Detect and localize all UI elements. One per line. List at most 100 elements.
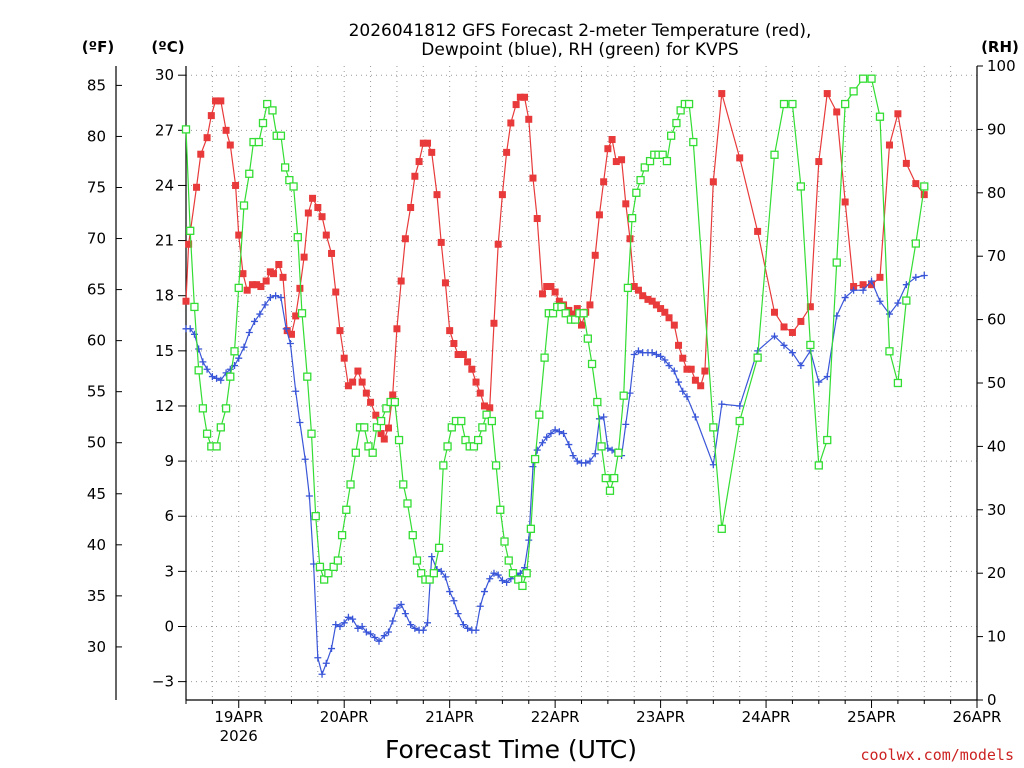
dewpoint-point [358,622,366,630]
rh-point [439,461,448,470]
dewpoint-point [543,433,551,441]
dewpoint-point [332,621,340,629]
dewpoint-point [652,351,660,359]
2-meter-temperature-point [279,273,287,281]
rh-point [522,569,531,578]
dewpoint-point [841,294,849,302]
2-meter-temperature-point [608,136,616,144]
rh-point [645,156,655,166]
2-meter-temperature-point [797,317,805,325]
rh-point [504,556,513,565]
dewpoint-point [286,339,294,347]
2-meter-temperature-point [212,97,220,105]
dewpoint-point [850,286,858,294]
2-meter-temperature-point [459,351,467,359]
2-meter-temperature-point [498,191,506,199]
rh-unit-label: (RH) [981,38,1019,56]
rh-point [753,353,762,362]
celsius-tick-label: 15 [155,342,174,360]
dewpoint-point [569,452,577,460]
rh-point [614,448,623,457]
rh-point [364,442,373,451]
fahrenheit-tick-label: 65 [87,281,106,299]
2-meter-temperature-point [815,158,823,166]
2-meter-temperature-point [657,305,665,313]
celsius-tick-label: 18 [155,287,174,305]
dewpoint-point [301,455,309,463]
2-meter-temperature-point [586,301,594,309]
dewpoint-point [437,567,445,575]
dewpoint-point [217,376,225,384]
2-meter-temperature-point [253,281,261,289]
rh-point [216,423,225,432]
2-meter-temperature-point [885,141,893,149]
2-meter-temperature-point [472,378,480,386]
rh-point [548,309,558,318]
dewpoint-point [657,352,665,360]
dewpoint-point [675,378,683,386]
fahrenheit-tick-label: 60 [87,332,106,350]
2-meter-temperature-point [468,365,476,373]
dewpoint-point [328,645,336,653]
2-meter-temperature-point [397,277,405,285]
dewpoint-point [362,628,370,636]
2-meter-temperature-point [578,321,585,329]
rh-point [788,99,797,109]
dewpoint-point [591,450,599,458]
2-meter-temperature-point [622,200,630,208]
2-meter-temperature-point [193,183,201,191]
dewpoint-point [885,310,893,318]
dewpoint-point [525,536,533,544]
rh-point [610,473,619,483]
2-meter-temperature-point [275,260,283,268]
source-credit: coolwx.com/models [860,746,1014,764]
2-meter-temperature-point [806,303,814,311]
2-meter-temperature-point [322,231,330,239]
dewpoint-point [797,362,805,370]
dewpoint-point [718,400,726,408]
rh-point [491,461,501,470]
rh-point [540,353,549,362]
rh-point [390,397,399,407]
rh-point [482,410,491,419]
dewpoint-point [240,343,248,351]
2-meter-temperature-point [314,204,322,212]
rh-tick-label: 100 [987,57,1016,75]
dewpoint-point [441,573,449,581]
dewpoint-point [354,624,362,632]
dewpoint-point [393,604,401,612]
dewpoint-point [375,637,383,645]
rh-point [329,562,338,572]
x-tick-label: 26APR [953,708,1002,726]
rh-point [640,163,649,172]
x-tick-label: 25APR [847,708,896,726]
2-meter-temperature-point [661,308,669,316]
rh-point [469,442,479,451]
2-meter-temperature-point [547,283,555,291]
rh-point [623,283,633,293]
rh-point [587,359,597,369]
rh-point [518,581,527,591]
2-meter-temperature-point [354,367,362,375]
fahrenheit-tick-label: 70 [87,230,106,248]
2-meter-temperature-point [419,139,427,147]
rh-point [867,74,876,83]
2-meter-temperature-point [912,180,920,188]
dewpoint-point [371,634,379,642]
rh-point [627,214,637,223]
chart-title-line-2: Dewpoint (blue), RH (green) for KVPS [421,40,738,60]
2-meter-temperature-point [222,126,230,134]
2-meter-temperature-point [476,389,484,397]
2-meter-temperature-point [687,365,695,373]
dewpoint-point [586,457,594,465]
dewpoint-point [305,492,313,500]
celsius-tick-label: 24 [155,176,174,194]
rh-point [337,531,347,540]
dewpoint-point [573,457,581,465]
rh-point [212,442,221,451]
rh-point [473,435,483,445]
rh-point [399,480,408,489]
rh-tick-label: 0 [987,691,997,709]
rh-point [234,283,243,293]
